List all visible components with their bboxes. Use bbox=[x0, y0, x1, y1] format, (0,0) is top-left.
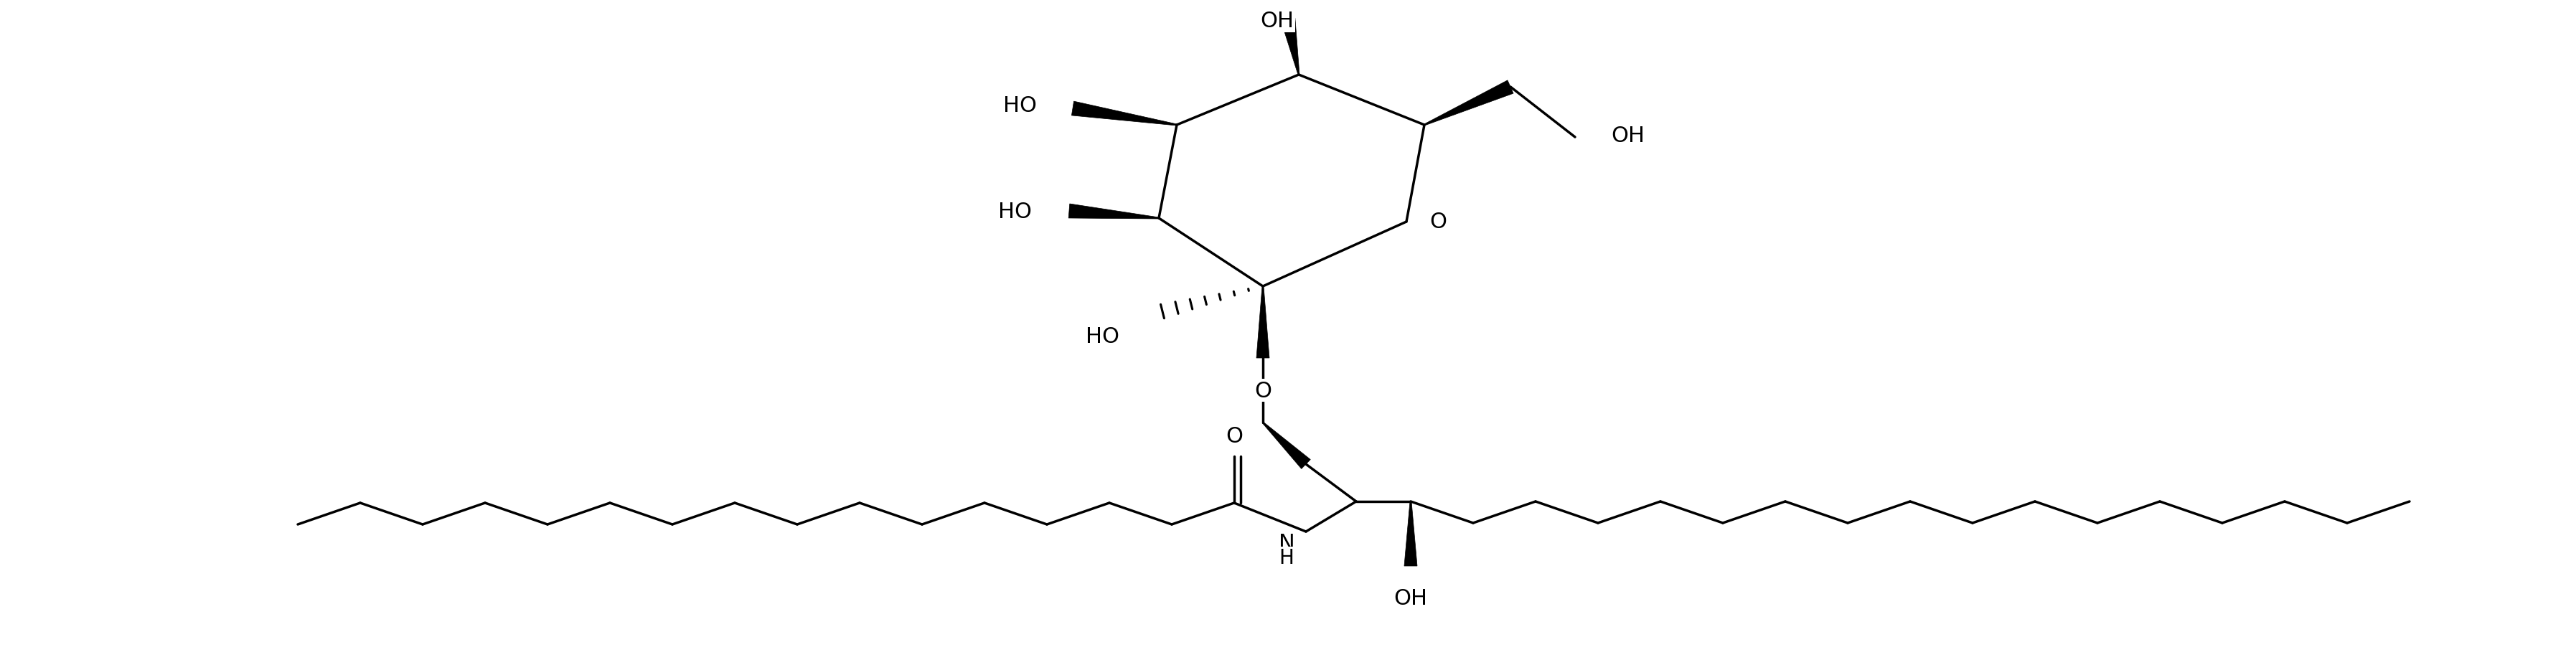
Text: O: O bbox=[1226, 426, 1242, 446]
Polygon shape bbox=[1262, 422, 1311, 469]
Text: H: H bbox=[1278, 547, 1293, 567]
Text: OH: OH bbox=[1394, 588, 1427, 608]
Text: OH: OH bbox=[1260, 11, 1293, 31]
Text: HO: HO bbox=[997, 201, 1030, 222]
Text: N: N bbox=[1278, 533, 1293, 553]
Text: O: O bbox=[1430, 211, 1445, 233]
Text: HO: HO bbox=[1002, 96, 1036, 116]
Polygon shape bbox=[1404, 501, 1417, 566]
Polygon shape bbox=[1257, 287, 1270, 358]
Polygon shape bbox=[1072, 102, 1177, 126]
Polygon shape bbox=[1280, 19, 1298, 75]
Polygon shape bbox=[1069, 204, 1159, 219]
Text: HO: HO bbox=[1084, 326, 1118, 347]
Text: OH: OH bbox=[1610, 126, 1643, 146]
Text: O: O bbox=[1255, 380, 1270, 401]
Polygon shape bbox=[1425, 81, 1512, 126]
